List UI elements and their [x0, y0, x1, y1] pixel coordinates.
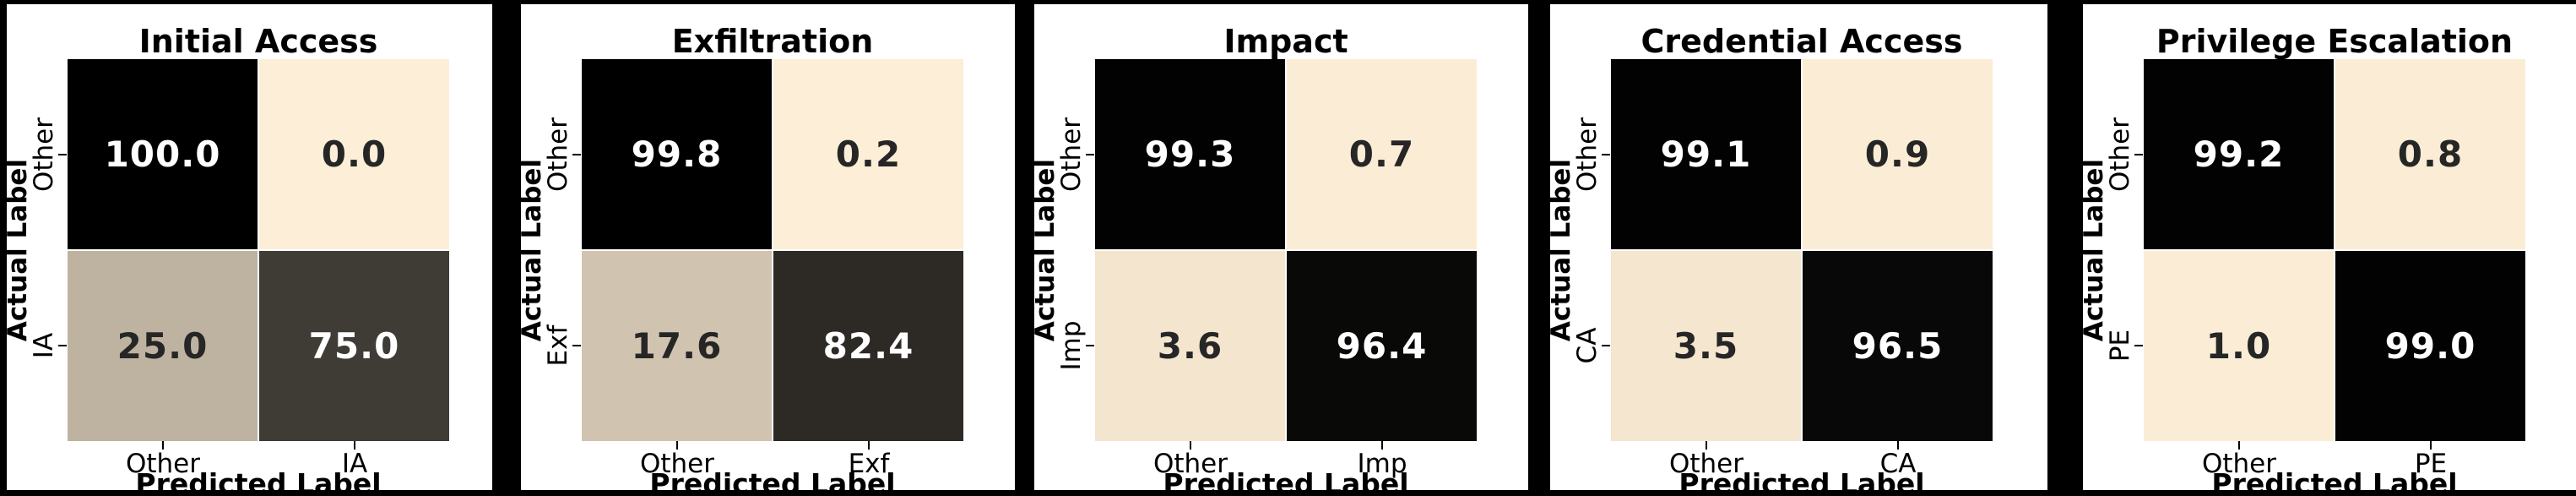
y-tick-mark — [58, 154, 67, 155]
x-tick-mark — [2430, 441, 2432, 450]
heatmap-cell: 3.5 — [1611, 251, 1801, 441]
y-axis-label: Actual Label — [1034, 158, 1060, 342]
confusion-matrix-panel-privilege-escalation: Privilege Escalation Actual Label Other … — [2083, 4, 2576, 490]
x-axis-label: Predicted Label — [1163, 467, 1409, 491]
heatmap-cell: 0.8 — [2335, 59, 2525, 249]
x-tick-label: Other — [639, 449, 715, 479]
x-axis-label: Predicted Label — [649, 467, 896, 491]
y-tick-label: Other — [2105, 117, 2135, 193]
heatmap-cell: 3.6 — [1095, 251, 1285, 441]
y-tick-mark — [572, 345, 581, 346]
y-axis-label: Actual Label — [521, 158, 547, 342]
x-tick-mark — [162, 441, 164, 450]
panel-title: Exfiltration — [671, 23, 874, 60]
x-tick-mark — [1897, 441, 1899, 450]
confusion-matrix-panel-credential-access: Credential Access Actual Label Other CA … — [1550, 4, 2047, 490]
x-tick-mark — [1190, 441, 1191, 450]
heatmap-cell: 96.5 — [1803, 251, 1993, 441]
heatmap: 99.2 0.8 1.0 99.0 — [2144, 59, 2525, 441]
y-tick-label: Other — [29, 117, 59, 193]
confusion-matrix-panel-impact: Impact Actual Label Other Imp 99.3 0.7 3… — [1034, 4, 1528, 490]
heatmap-cell: 82.4 — [773, 251, 963, 441]
x-tick-mark — [1706, 441, 1707, 450]
y-tick-label: PE — [2105, 329, 2135, 362]
x-tick-mark — [676, 441, 678, 450]
x-tick-label: Other — [2201, 449, 2277, 479]
y-tick-mark — [1086, 345, 1094, 346]
heatmap-cell: 75.0 — [259, 251, 449, 441]
y-tick-mark — [572, 154, 581, 155]
x-tick-mark — [868, 441, 870, 450]
y-axis-label: Actual Label — [7, 158, 33, 342]
y-tick-label: Other — [1056, 117, 1087, 193]
heatmap-cell: 17.6 — [582, 251, 772, 441]
y-axis-label: Actual Label — [1550, 158, 1576, 342]
confusion-matrix-panel-initial-access: Initial Access Actual Label Other IA 100… — [7, 4, 492, 490]
heatmap-cell: 99.0 — [2335, 251, 2525, 441]
heatmap-cell: 0.2 — [773, 59, 963, 249]
heatmap: 99.8 0.2 17.6 82.4 — [582, 59, 963, 441]
heatmap: 100.0 0.0 25.0 75.0 — [68, 59, 449, 441]
x-tick-label: Imp — [1357, 449, 1407, 479]
y-tick-label: Other — [543, 117, 573, 193]
y-tick-mark — [2134, 345, 2143, 346]
y-tick-mark — [1086, 154, 1094, 155]
panel-title: Credential Access — [1641, 23, 1963, 60]
x-tick-mark — [2238, 441, 2240, 450]
heatmap-cell: 100.0 — [68, 59, 258, 249]
heatmap-cell: 25.0 — [68, 251, 258, 441]
x-tick-mark — [1381, 441, 1383, 450]
y-tick-mark — [1602, 154, 1610, 155]
panel-title: Initial Access — [138, 23, 378, 60]
x-tick-label: Other — [125, 449, 201, 479]
heatmap-cell: 1.0 — [2144, 251, 2334, 441]
y-tick-mark — [58, 345, 67, 346]
heatmap: 99.1 0.9 3.5 96.5 — [1611, 59, 1993, 441]
x-tick-label: PE — [2414, 449, 2448, 479]
x-tick-label: IA — [341, 449, 368, 479]
y-tick-label: CA — [1572, 327, 1603, 364]
y-tick-label: Exf — [543, 324, 573, 367]
heatmap-cell: 99.8 — [582, 59, 772, 249]
heatmap-cell: 0.7 — [1287, 59, 1477, 249]
x-axis-label: Predicted Label — [1678, 467, 1925, 491]
heatmap-cell: 0.9 — [1803, 59, 1993, 249]
x-tick-label: Other — [1152, 449, 1228, 479]
heatmap-cell: 96.4 — [1287, 251, 1477, 441]
heatmap-cell: 99.2 — [2144, 59, 2334, 249]
y-tick-mark — [2134, 154, 2143, 155]
heatmap-cell: 99.3 — [1095, 59, 1285, 249]
x-tick-mark — [354, 441, 355, 450]
y-axis-label: Actual Label — [2083, 158, 2109, 342]
x-tick-label: Other — [1668, 449, 1744, 479]
confusion-matrix-panel-exfiltration: Exfiltration Actual Label Other Exf 99.8… — [521, 4, 1015, 490]
y-tick-label: Other — [1572, 117, 1603, 193]
heatmap-cell: 99.1 — [1611, 59, 1801, 249]
x-axis-label: Predicted Label — [2211, 467, 2458, 491]
x-tick-label: Exf — [848, 449, 890, 479]
heatmap-cell: 0.0 — [259, 59, 449, 249]
panel-title: Impact — [1223, 23, 1348, 60]
y-tick-label: IA — [29, 332, 59, 359]
x-axis-label: Predicted Label — [135, 467, 382, 491]
panel-title: Privilege Escalation — [2156, 23, 2514, 60]
y-tick-mark — [1602, 345, 1610, 346]
x-tick-label: CA — [1879, 449, 1917, 479]
heatmap: 99.3 0.7 3.6 96.4 — [1095, 59, 1477, 441]
y-tick-label: Imp — [1056, 320, 1087, 371]
